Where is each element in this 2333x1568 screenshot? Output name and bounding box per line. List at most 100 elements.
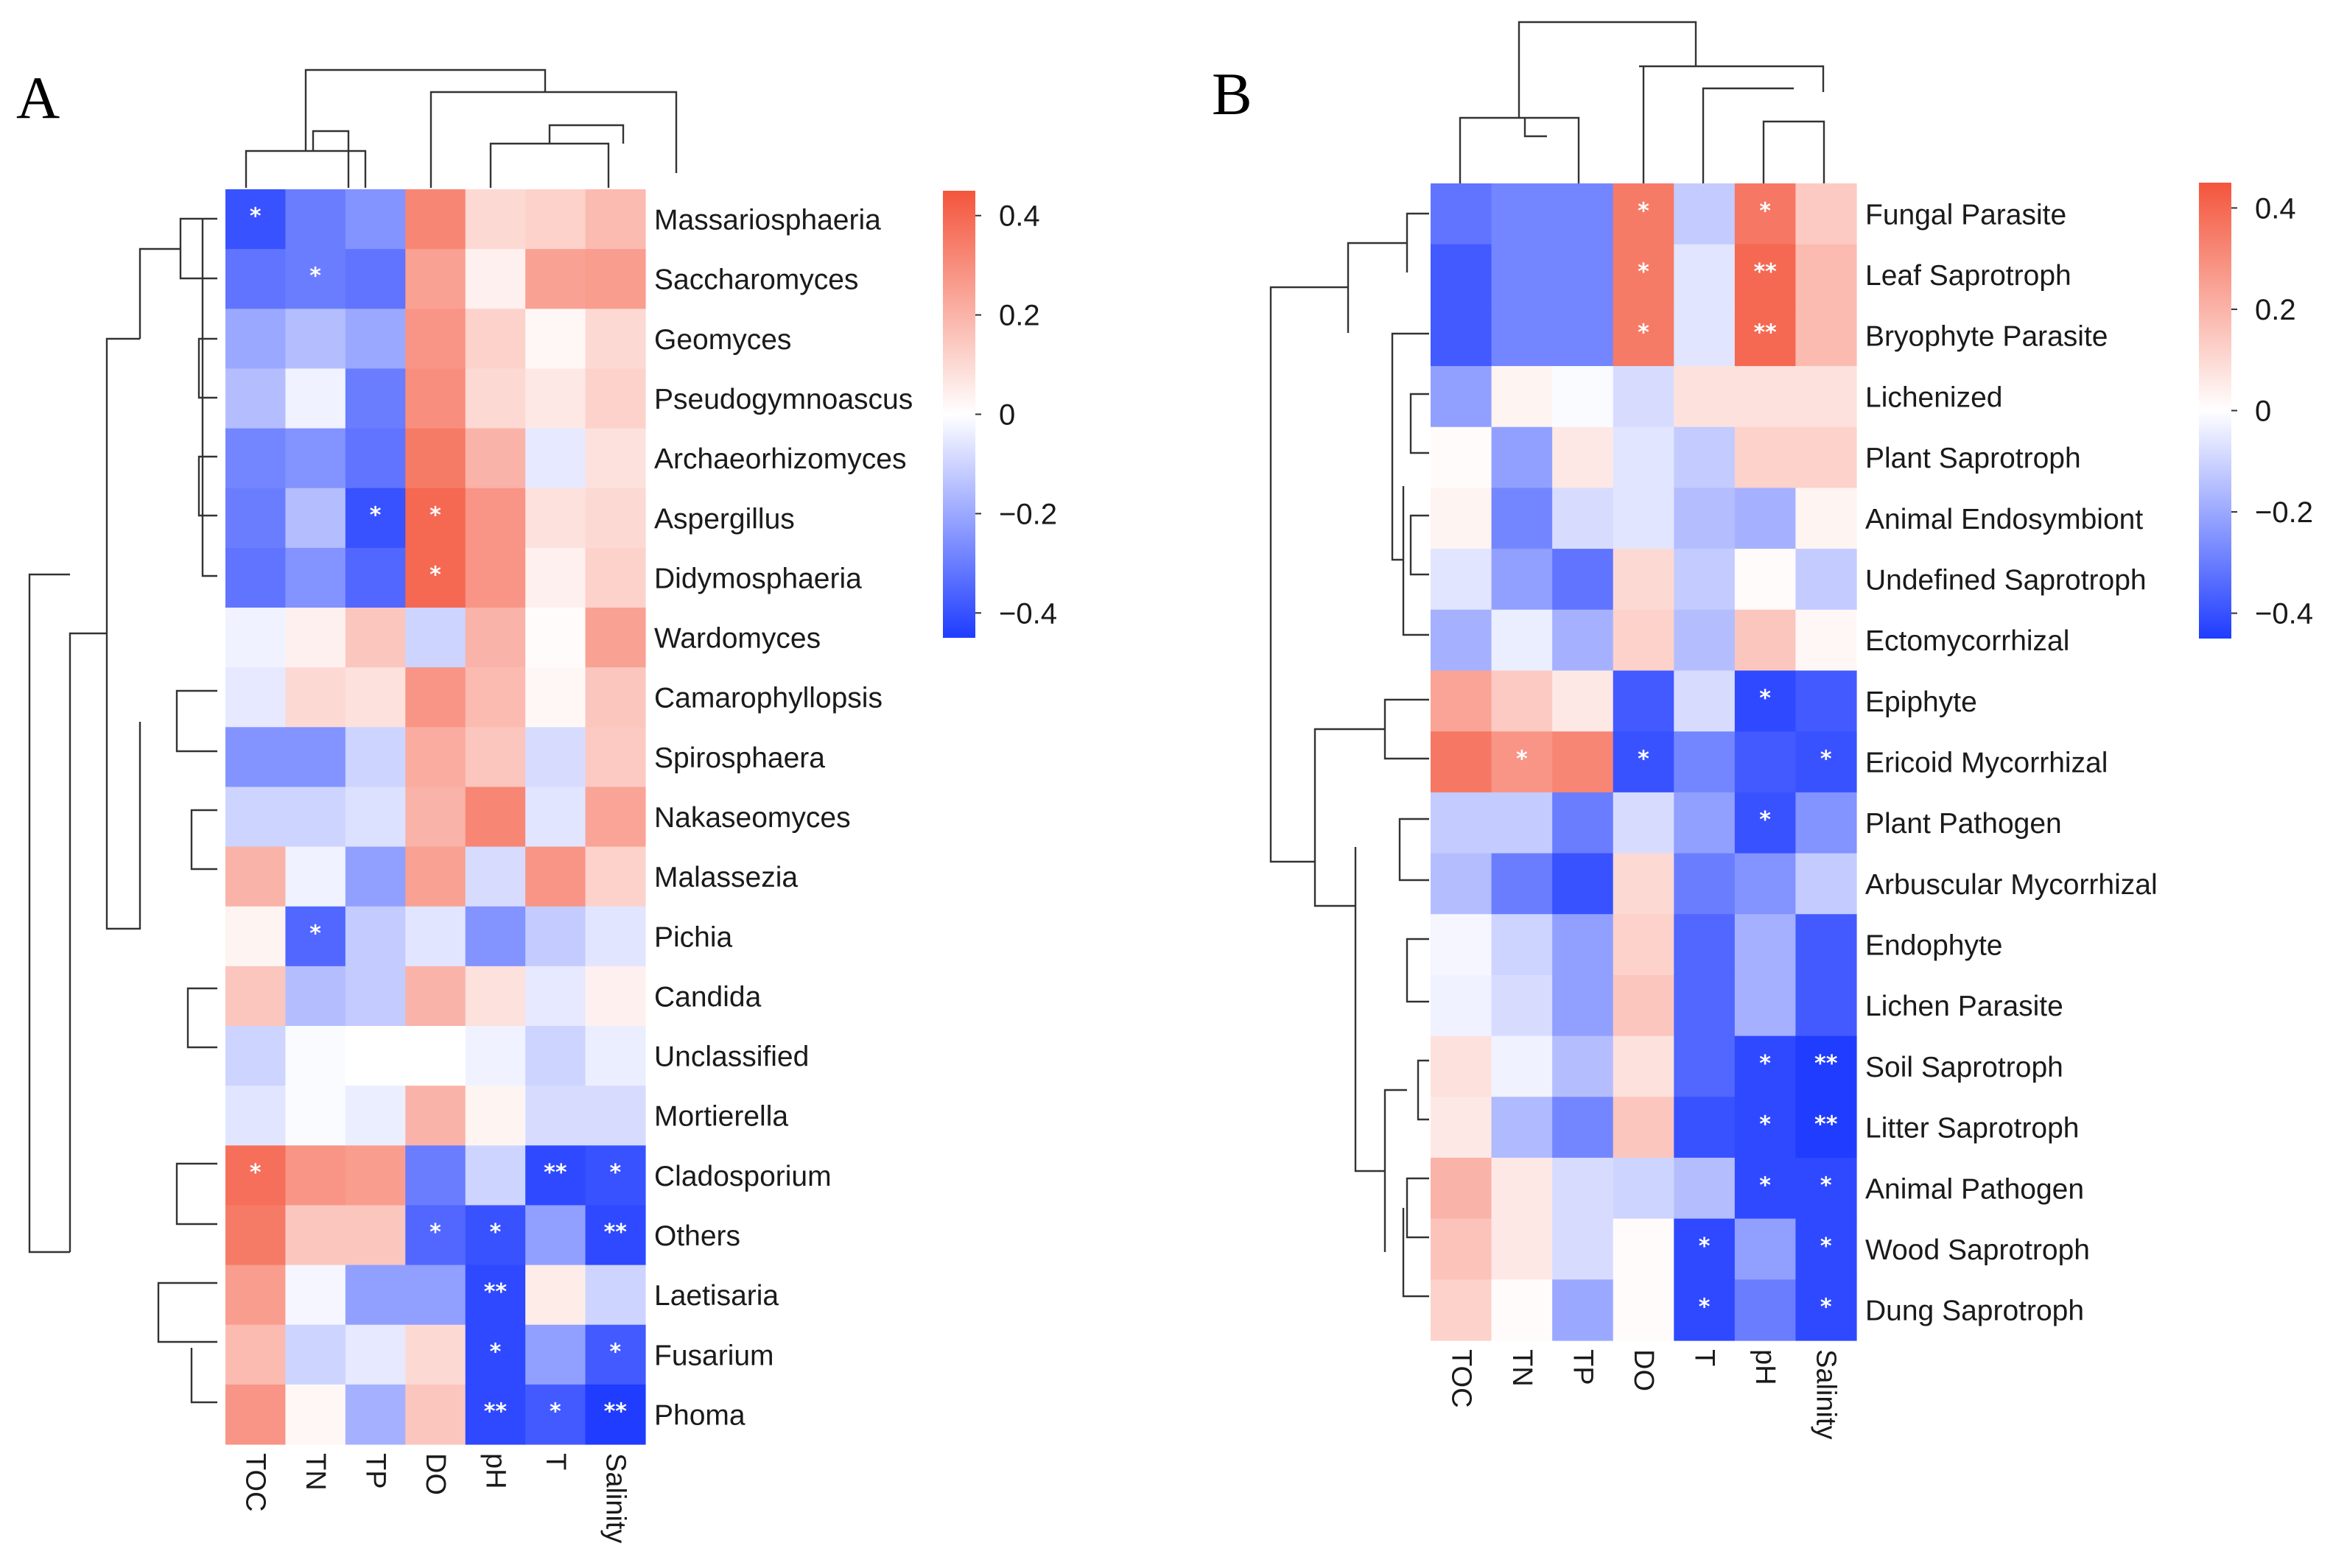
heatmap-cell (1795, 853, 1857, 915)
heatmap-cell (585, 488, 646, 549)
column-label: DO (420, 1453, 451, 1495)
significance-marker: ** (544, 1160, 567, 1186)
significance-marker: * (370, 502, 382, 528)
significance-marker: * (429, 562, 441, 588)
row-label: Others (654, 1220, 740, 1252)
heatmap-cell (1613, 549, 1674, 611)
heatmap-cell (1431, 244, 1492, 306)
heatmap-cell (225, 906, 287, 967)
heatmap-cell (1613, 1157, 1674, 1220)
panel-b-colorbar-ticks: 0.4 0.2 0 −0.2 −0.4 (2231, 192, 2313, 630)
heatmap-cell (225, 1384, 287, 1445)
heatmap-cell (1491, 488, 1553, 549)
heatmap-cell (225, 1086, 287, 1146)
heatmap-cell (1674, 244, 1736, 306)
heatmap-cell (1613, 609, 1674, 672)
colorbar-tick-label: 0.2 (999, 300, 1040, 332)
panel-a-column-dendrogram (245, 68, 678, 188)
heatmap-cell (1734, 183, 1797, 245)
colorbar-tick-label: −0.4 (999, 597, 1057, 630)
heatmap-cell (1491, 549, 1553, 611)
panel-b: B * ** *** **** * *** *** *** ** ** * Fungal Paras… (1212, 21, 2313, 1440)
column-label: TP (360, 1453, 391, 1489)
heatmap-cell (285, 488, 346, 549)
heatmap-cell (1734, 1157, 1797, 1220)
row-label: Unclassified (654, 1041, 809, 1073)
heatmap-cell (1552, 1097, 1614, 1159)
heatmap-cell (1734, 244, 1797, 306)
significance-marker: * (609, 1160, 621, 1186)
heatmap-cell (525, 1086, 586, 1146)
heatmap-cell (585, 966, 646, 1027)
heatmap-cell (525, 1026, 586, 1086)
heatmap-cell (405, 428, 466, 489)
heatmap-cell (285, 547, 346, 608)
heatmap-cell (225, 1205, 287, 1266)
heatmap-cell (525, 368, 586, 429)
heatmap-cell (1431, 305, 1492, 367)
significance-marker: * (250, 204, 262, 230)
significance-marker: ** (1753, 320, 1777, 346)
significance-marker: * (1638, 259, 1649, 285)
heatmap-cell (525, 966, 586, 1027)
heatmap-cell (1795, 914, 1857, 976)
heatmap-cell (1613, 488, 1674, 549)
heatmap-cell (585, 1384, 646, 1445)
significance-marker: * (1759, 686, 1771, 711)
heatmap-cell (285, 846, 346, 907)
heatmap-cell (225, 966, 287, 1027)
heatmap-cell (1795, 488, 1857, 549)
heatmap-cell (285, 309, 346, 370)
heatmap-cell (225, 547, 287, 608)
heatmap-cell (1552, 366, 1614, 428)
significance-marker: * (1638, 747, 1649, 773)
heatmap-cell (285, 1324, 346, 1385)
row-label: Cladosporium (654, 1161, 832, 1192)
significance-marker: * (1638, 198, 1649, 224)
heatmap-cell (1431, 792, 1492, 854)
heatmap-cell (1734, 549, 1797, 611)
heatmap-cell (225, 787, 287, 848)
heatmap-cell (465, 309, 526, 370)
heatmap-cell (465, 846, 526, 907)
panel-a-column-labels: TOC TN TP DO pH T Salinity (240, 1453, 631, 1544)
heatmap-cell (1431, 974, 1492, 1037)
heatmap-cell (525, 906, 586, 967)
heatmap-cell (1795, 183, 1857, 245)
heatmap-cell (285, 1145, 346, 1206)
heatmap-cell (285, 787, 346, 848)
significance-marker: ** (484, 1279, 508, 1305)
significance-marker: * (1759, 1173, 1771, 1198)
heatmap-cell (585, 309, 646, 370)
colorbar-tick-label: 0.4 (2255, 192, 2296, 225)
heatmap-cell (1491, 853, 1553, 915)
significance-marker: * (1516, 747, 1528, 773)
significance-marker: * (1759, 198, 1771, 224)
heatmap-cell (1491, 366, 1553, 428)
heatmap-cell (405, 727, 466, 788)
heatmap-cell (1552, 1279, 1614, 1341)
heatmap-cell (1431, 549, 1492, 611)
heatmap-cell (525, 428, 586, 489)
significance-marker: * (309, 264, 321, 289)
heatmap-cell (345, 1324, 406, 1385)
heatmap-cell (1734, 1218, 1797, 1280)
column-label: T (1689, 1349, 1720, 1366)
heatmap-cell (1431, 1036, 1492, 1097)
significance-marker: * (309, 921, 321, 946)
heatmap-cell (1613, 305, 1674, 367)
heatmap-cell (285, 1384, 346, 1445)
heatmap-cell (1491, 305, 1553, 367)
heatmap-cell (1491, 1218, 1553, 1280)
heatmap-cell (585, 368, 646, 429)
significance-marker: * (1820, 1234, 1832, 1259)
row-label: Litter Saprotroph (1865, 1113, 2080, 1145)
panel-a-colorbar-ticks: 0.4 0.2 0 −0.2 −0.4 (975, 200, 1057, 630)
heatmap-cell (345, 368, 406, 429)
row-label: Pseudogymnoascus (654, 384, 913, 415)
heatmap-cell (405, 1145, 466, 1206)
heatmap-cell (1734, 974, 1797, 1037)
heatmap-cell (1491, 1097, 1553, 1159)
heatmap-cell (345, 787, 406, 848)
